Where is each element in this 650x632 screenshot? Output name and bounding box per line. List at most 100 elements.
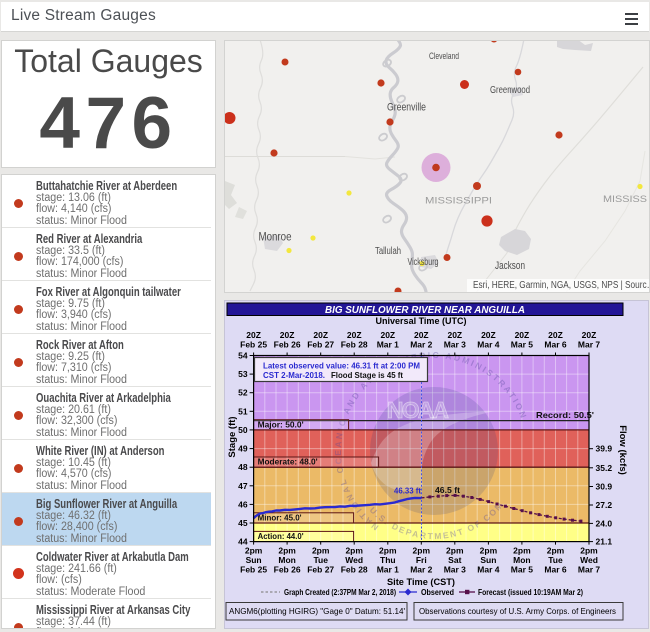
svg-text:20Z: 20Z (414, 330, 429, 340)
svg-text:Stage (ft): Stage (ft) (227, 416, 238, 457)
svg-text:Flood Stage is 45 ft: Flood Stage is 45 ft (331, 370, 403, 380)
svg-text:53: 53 (238, 369, 248, 379)
svg-text:Mar 2: Mar 2 (410, 565, 432, 575)
svg-text:46.33 ft: 46.33 ft (394, 486, 421, 496)
svg-text:Mar 6: Mar 6 (544, 340, 566, 350)
svg-text:2pm: 2pm (547, 546, 565, 556)
svg-text:48: 48 (238, 462, 248, 472)
svg-text:20Z: 20Z (313, 330, 328, 340)
svg-text:45: 45 (238, 518, 248, 528)
svg-text:Mar 2: Mar 2 (410, 340, 432, 350)
svg-text:Mar 3: Mar 3 (444, 340, 466, 350)
svg-text:Tue: Tue (313, 555, 328, 565)
svg-text:Latest observed value: 46.31: Latest observed value: 46.31 ft at 2:00 … (263, 361, 420, 371)
svg-text:Observations courtesy of U.S.: Observations courtesy of U.S. Army Corps… (419, 606, 616, 616)
svg-text:Feb 28: Feb 28 (341, 565, 368, 575)
svg-text:Mar 7: Mar 7 (578, 565, 600, 575)
svg-text:Record: 50.5': Record: 50.5' (536, 410, 594, 420)
svg-text:Mar 6: Mar 6 (544, 565, 566, 575)
svg-text:2pm: 2pm (245, 546, 263, 556)
svg-text:Vicksburg: Vicksburg (408, 256, 439, 268)
svg-text:Jackson: Jackson (495, 260, 525, 272)
svg-text:2pm: 2pm (312, 546, 330, 556)
svg-text:49: 49 (238, 444, 248, 454)
svg-text:Mar 1: Mar 1 (377, 340, 399, 350)
svg-text:2pm: 2pm (345, 546, 363, 556)
svg-text:20Z: 20Z (481, 330, 496, 340)
svg-text:Tue: Tue (548, 555, 563, 565)
svg-text:MISSISS: MISSISS (603, 194, 647, 204)
svg-text:Mar 3: Mar 3 (444, 565, 466, 575)
svg-text:Mon: Mon (513, 555, 530, 565)
svg-text:Thu: Thu (380, 555, 396, 565)
svg-text:Feb 26: Feb 26 (274, 340, 301, 350)
svg-text:Minor: 45.0': Minor: 45.0' (258, 512, 302, 522)
svg-text:BIG SUNFLOWER RIVER NEAR ANGUI: BIG SUNFLOWER RIVER NEAR ANGUILLA (325, 304, 525, 316)
svg-text:Major: 50.0': Major: 50.0' (258, 419, 304, 429)
svg-text:35.2: 35.2 (596, 463, 613, 473)
svg-text:Monroe: Monroe (259, 230, 292, 244)
svg-text:20Z: 20Z (380, 330, 395, 340)
svg-text:Cleveland: Cleveland (429, 51, 459, 62)
svg-text:Greenwood: Greenwood (490, 85, 530, 96)
svg-text:51: 51 (238, 406, 248, 416)
svg-text:Flow (kcfs): Flow (kcfs) (617, 425, 628, 475)
svg-text:20Z: 20Z (548, 330, 563, 340)
svg-text:27.2: 27.2 (596, 500, 613, 510)
svg-text:20Z: 20Z (582, 330, 597, 340)
svg-text:Greenville: Greenville (387, 102, 426, 114)
svg-text:46: 46 (238, 499, 248, 509)
svg-text:Sat: Sat (448, 555, 461, 565)
svg-text:Feb 27: Feb 27 (307, 340, 334, 350)
svg-text:Fri: Fri (416, 555, 427, 565)
svg-text:52: 52 (238, 388, 248, 398)
svg-text:2pm: 2pm (413, 546, 431, 556)
svg-text:Feb 27: Feb 27 (307, 565, 334, 575)
svg-text:ANGM6(plotting HGIRG) "Gage 0": ANGM6(plotting HGIRG) "Gage 0" Datum: 51… (229, 606, 405, 616)
svg-text:20Z: 20Z (246, 330, 261, 340)
svg-text:2pm: 2pm (580, 546, 598, 556)
svg-text:2pm: 2pm (480, 546, 498, 556)
svg-text:20Z: 20Z (515, 330, 530, 340)
svg-text:Tallulah: Tallulah (375, 246, 401, 257)
svg-text:Wed: Wed (580, 555, 598, 565)
svg-text:20Z: 20Z (280, 330, 295, 340)
svg-text:Mar 5: Mar 5 (511, 340, 533, 350)
svg-text:NOAA: NOAA (387, 397, 449, 423)
svg-text:39.9: 39.9 (596, 444, 613, 454)
svg-text:46.5 ft: 46.5 ft (435, 485, 460, 495)
svg-text:Mar 1: Mar 1 (377, 565, 399, 575)
svg-text:Forecast (issued 10:19AM Mar 2: Forecast (issued 10:19AM Mar 2) (478, 588, 583, 597)
svg-text:Graph Created (2:37PM Mar 2, 2: Graph Created (2:37PM Mar 2, 2018) (284, 588, 396, 597)
svg-text:Mar 4: Mar 4 (477, 340, 499, 350)
svg-text:Moderate: 48.0': Moderate: 48.0' (258, 457, 318, 467)
svg-text:Feb 25: Feb 25 (240, 340, 267, 350)
svg-text:Mar 5: Mar 5 (511, 565, 533, 575)
svg-text:Mar 7: Mar 7 (578, 340, 600, 350)
svg-text:Feb 25: Feb 25 (240, 565, 267, 575)
svg-text:30.9: 30.9 (596, 482, 613, 492)
svg-text:Wed: Wed (345, 555, 363, 565)
svg-text:Feb 26: Feb 26 (274, 565, 301, 575)
svg-text:MISSISSIPPI: MISSISSIPPI (425, 196, 492, 206)
svg-text:Observed: Observed (421, 588, 454, 597)
svg-text:47: 47 (238, 481, 248, 491)
svg-text:2pm: 2pm (513, 546, 531, 556)
svg-text:Action: 44.0': Action: 44.0' (258, 531, 304, 541)
svg-text:Mar 4: Mar 4 (477, 565, 499, 575)
svg-text:20Z: 20Z (347, 330, 362, 340)
svg-text:Mon: Mon (278, 555, 295, 565)
svg-text:Universal Time (UTC): Universal Time (UTC) (376, 316, 467, 327)
svg-text:44: 44 (238, 537, 248, 547)
svg-text:2pm: 2pm (446, 546, 464, 556)
svg-text:Sun: Sun (480, 555, 496, 565)
svg-text:50: 50 (238, 425, 248, 435)
svg-text:Sun: Sun (246, 555, 262, 565)
svg-text:2pm: 2pm (379, 546, 397, 556)
svg-text:24.0: 24.0 (596, 518, 613, 528)
svg-text:Feb 28: Feb 28 (341, 340, 368, 350)
svg-text:21.1: 21.1 (596, 537, 613, 547)
svg-text:2pm: 2pm (278, 546, 296, 556)
svg-text:54: 54 (238, 351, 248, 361)
svg-text:CST 2-Mar-2018.: CST 2-Mar-2018. (263, 370, 325, 380)
